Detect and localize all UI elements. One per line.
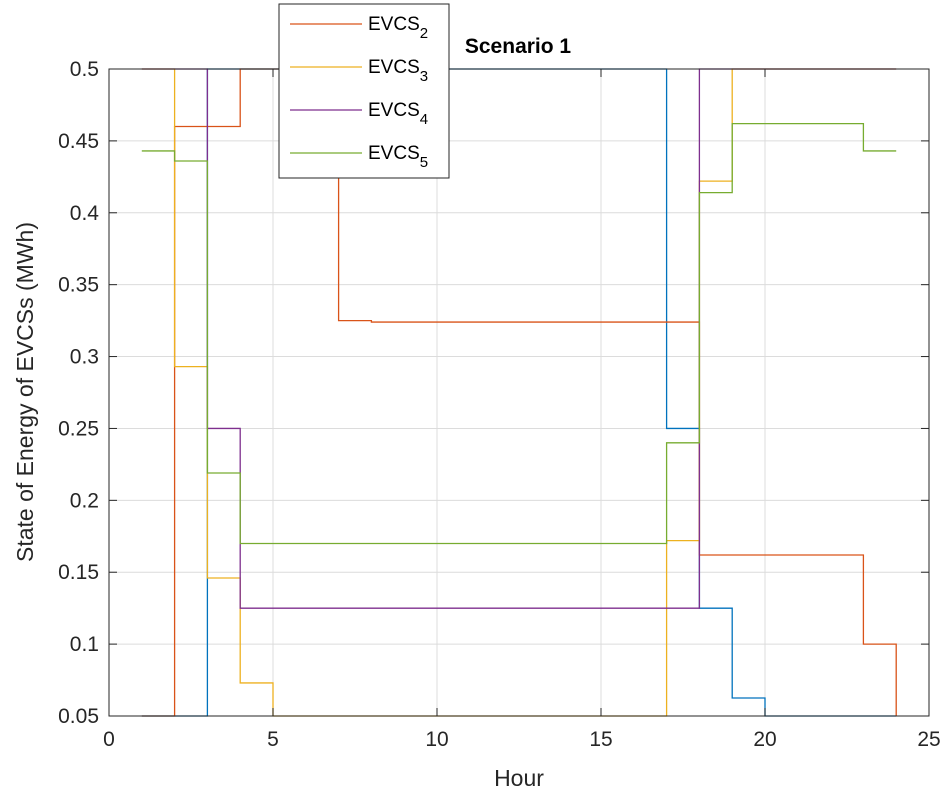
y-tick-label: 0.45	[58, 130, 99, 153]
grid	[109, 69, 929, 716]
x-tick-label: 10	[425, 728, 448, 751]
y-tick-label: 0.05	[58, 705, 99, 728]
y-tick-label: 0.5	[70, 58, 99, 81]
x-tick-label: 0	[103, 728, 115, 751]
legend: EVCS2 EVCS3 EVCS4 EVCS5	[278, 3, 450, 179]
chart-title: Scenario 1	[465, 35, 572, 58]
legend-label-3: EVCS4	[368, 100, 428, 128]
legend-label-2: EVCS3	[368, 57, 428, 85]
y-tick-label: 0.4	[70, 202, 100, 225]
legend-box	[278, 3, 450, 179]
y-tick-label: 0.1	[70, 633, 99, 656]
legend-label-1: EVCS2	[368, 14, 428, 42]
x-tick-label: 20	[753, 728, 776, 751]
y-tick-label: 0.3	[70, 346, 99, 369]
y-tick-label: 0.25	[58, 417, 99, 440]
x-tick-label: 25	[917, 728, 940, 751]
y-axis-label: State of Energy of EVCSs (MWh)	[12, 222, 38, 562]
legend-label-4: EVCS5	[368, 143, 428, 171]
y-tick-label: 0.2	[70, 489, 99, 512]
x-tick-label: 15	[589, 728, 612, 751]
y-tick-label: 0.35	[58, 274, 99, 297]
tick-labels: 0 5 10 15 20 25 0.05 0.1 0.15 0.2 0.25 0.3 0.35 0.4 0.…	[58, 58, 941, 751]
y-tick-label: 0.15	[58, 561, 99, 584]
x-tick-label: 5	[267, 728, 279, 751]
ticks	[108, 68, 930, 717]
x-axis-label: Hour	[494, 765, 544, 790]
plot-frame	[108, 68, 930, 717]
plot-area	[109, 69, 929, 716]
series-line-evcs5	[141, 122, 897, 545]
